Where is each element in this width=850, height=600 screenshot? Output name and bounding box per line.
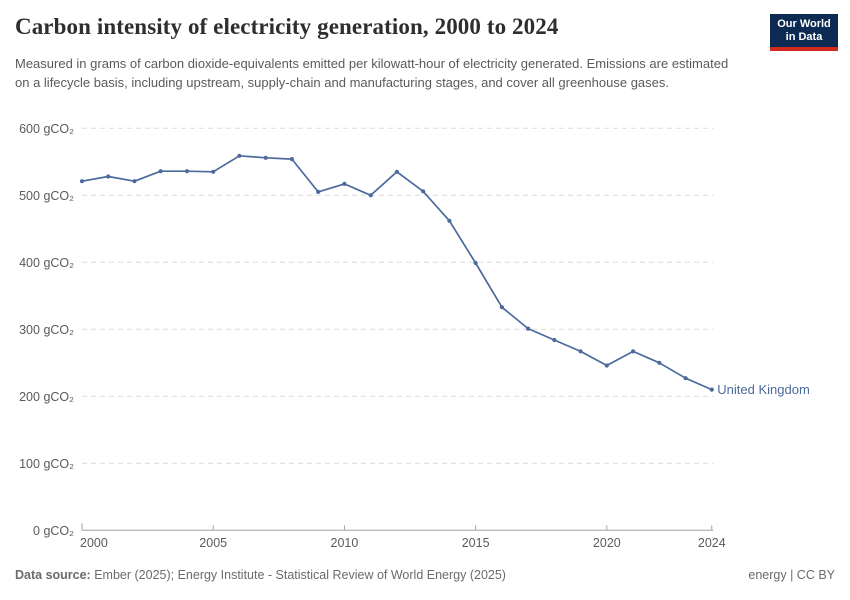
data-point-2024 <box>709 387 714 392</box>
data-point-2002 <box>132 179 137 184</box>
data-point-2018 <box>552 337 557 343</box>
line-chart: 0 gCO₂ 100 gCO₂ 200 gCO₂ 300 gCO₂ 400 gCO₂ 50… <box>19 122 810 550</box>
data-point-2006 <box>237 153 242 158</box>
data-point-2012 <box>394 169 399 174</box>
x-tick-label-2000: 2000 <box>80 536 108 550</box>
y-tick-label-600: 600 gCO₂ <box>19 122 74 136</box>
data-point-2020 <box>604 363 609 368</box>
data-source-text: Ember (2025); Energy Institute - Statist… <box>90 568 506 582</box>
series-line <box>81 154 713 391</box>
data-point-2003 <box>158 169 163 174</box>
data-point-2016 <box>499 305 504 310</box>
data-point-2017 <box>526 326 531 331</box>
data-point-2023 <box>683 376 688 381</box>
owid-logo-line1: Our World <box>777 17 831 30</box>
x-tick-label-2005: 2005 <box>199 536 227 550</box>
data-point-2019 <box>578 349 583 354</box>
license-text: energy | CC BY <box>748 568 835 582</box>
data-point-2010 <box>342 181 347 186</box>
data-point-2000 <box>79 179 85 184</box>
y-tick-label-400: 400 gCO₂ <box>19 256 74 270</box>
y-tick-label-0: 0 gCO₂ <box>33 524 74 538</box>
data-point-2001 <box>106 174 111 179</box>
x-tick-label-2020: 2020 <box>593 536 621 550</box>
series-end-label: United Kingdom <box>717 382 810 397</box>
y-tick-label-100: 100 gCO₂ <box>19 457 74 471</box>
data-point-2021 <box>631 349 636 354</box>
owid-logo-line2: in Data <box>785 30 823 43</box>
data-point-2007 <box>263 155 268 160</box>
chart-footer: Data source: Ember (2025); Energy Instit… <box>15 568 835 586</box>
data-source: Data source: Ember (2025); Energy Instit… <box>15 568 506 582</box>
data-point-2009 <box>316 189 321 194</box>
data-point-2011 <box>368 193 373 198</box>
data-point-2013 <box>421 189 426 194</box>
y-tick-label-500: 500 gCO₂ <box>19 189 74 203</box>
x-tick-label-2015: 2015 <box>462 536 490 550</box>
x-tick-label-2010: 2010 <box>331 536 359 550</box>
data-point-2005 <box>211 169 216 174</box>
y-tick-label-200: 200 gCO₂ <box>19 390 74 404</box>
data-point-2004 <box>184 169 190 174</box>
data-source-label: Data source: <box>15 568 91 582</box>
chart-title: Carbon intensity of electricity generati… <box>15 14 559 39</box>
data-point-2008 <box>289 157 294 162</box>
chart-subtitle: Measured in grams of carbon dioxide-equi… <box>15 56 729 90</box>
y-tick-label-300: 300 gCO₂ <box>19 323 74 337</box>
data-point-2014 <box>447 218 452 223</box>
owid-logo: Our World in Data <box>770 14 838 51</box>
x-tick-label-2024: 2024 <box>698 536 726 550</box>
data-point-2015 <box>473 260 478 266</box>
data-point-2022 <box>657 360 662 365</box>
